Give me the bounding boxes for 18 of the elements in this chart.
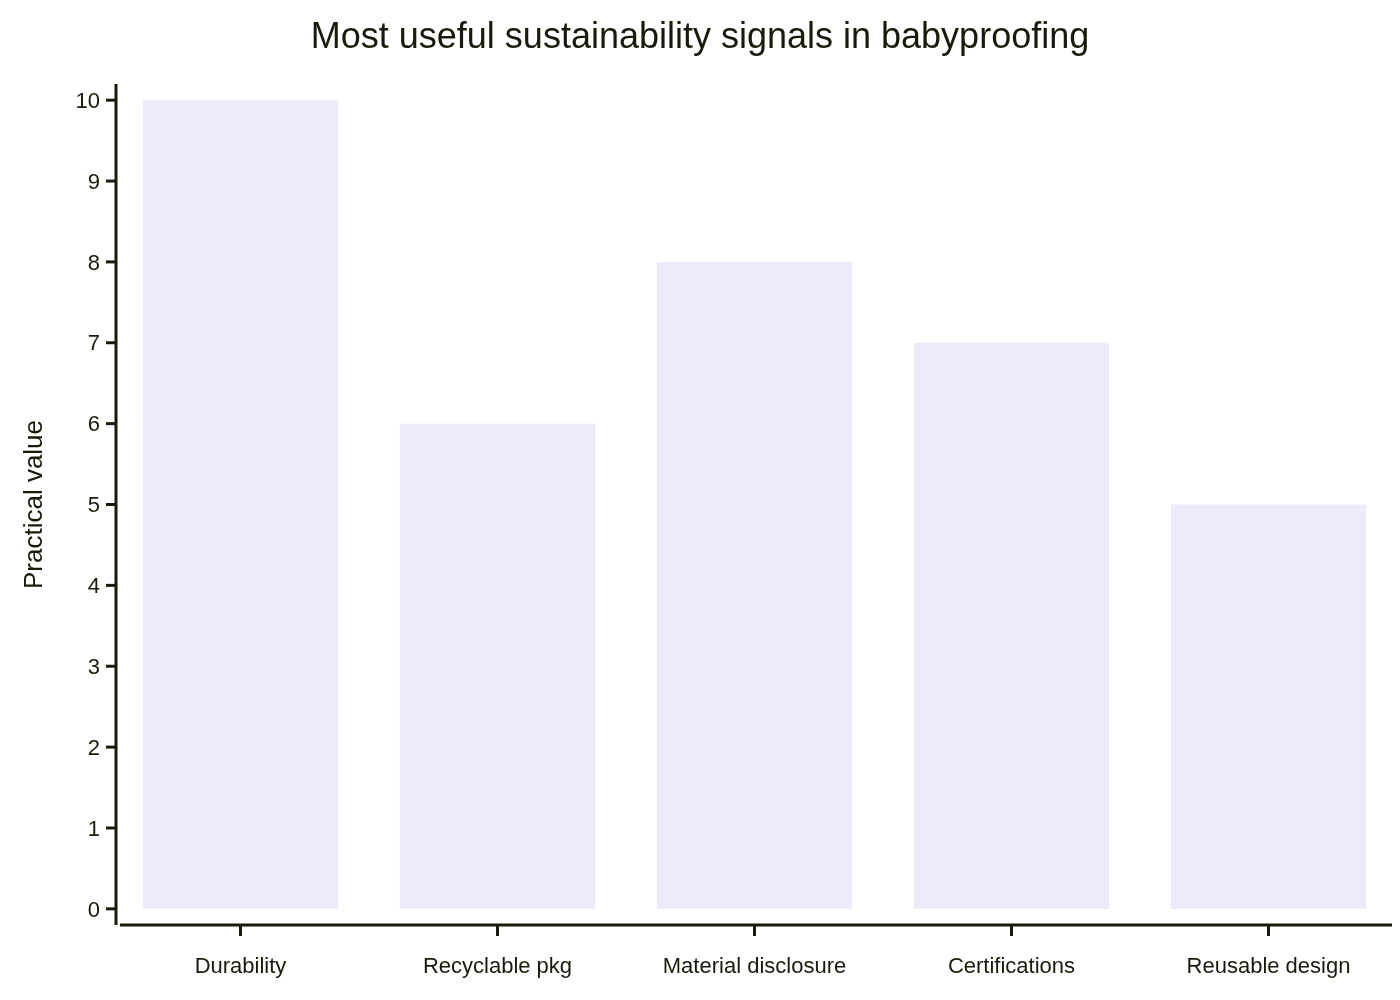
chart-title: Most useful sustainability signals in babyproofing <box>310 15 1090 56</box>
y-tick-label: 1 <box>87 815 100 841</box>
x-tick-label: Reusable design <box>1186 953 1351 978</box>
y-tick-label: 6 <box>87 411 100 437</box>
x-tick-label: Certifications <box>947 953 1076 978</box>
x-tick-label: Durability <box>194 953 287 978</box>
y-tick-label: 0 <box>87 896 100 922</box>
y-tick-label: 9 <box>87 168 100 194</box>
y-tick-label: 10 <box>75 87 100 113</box>
y-tick-label: 2 <box>87 734 100 760</box>
y-axis-title: Practical value <box>18 419 48 590</box>
y-tick-label: 4 <box>87 573 100 599</box>
y-tick-label: 3 <box>87 653 100 679</box>
x-tick-label: Material disclosure <box>662 953 847 978</box>
y-tick-label: 7 <box>87 330 100 356</box>
y-tick-label: 8 <box>87 249 100 275</box>
y-tick-label: 5 <box>87 492 100 518</box>
x-tick-label: Recyclable pkg <box>422 953 573 978</box>
